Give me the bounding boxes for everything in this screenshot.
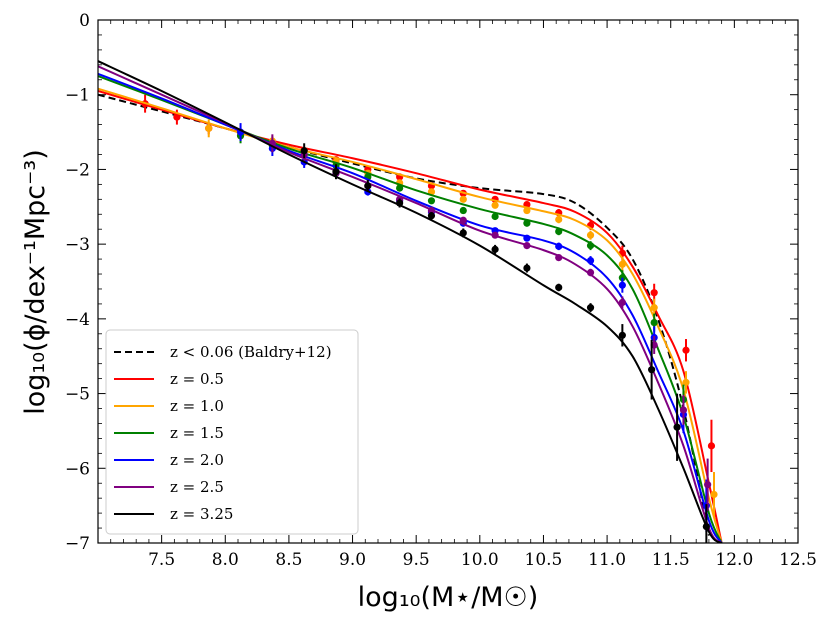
data-point [205, 124, 213, 132]
data-point [555, 253, 563, 262]
data-point [650, 318, 658, 327]
data-point [618, 260, 626, 268]
x-tick-label: 12.5 [779, 550, 817, 570]
data-point [586, 231, 595, 239]
series-5 [98, 60, 723, 543]
data-point [459, 206, 467, 215]
legend-label: z < 0.06 (Baldry+12) [170, 343, 332, 361]
legend-label: z = 1.0 [170, 397, 224, 415]
y-tick-label: −5 [65, 385, 90, 405]
x-tick-label: 8.5 [275, 550, 302, 570]
data-point [648, 366, 656, 374]
legend-label: z = 0.5 [170, 370, 224, 388]
x-tick-label: 11.5 [652, 550, 690, 570]
data-point [702, 522, 710, 531]
data-point [173, 113, 181, 121]
y-tick-label: −7 [65, 534, 90, 554]
data-point [586, 256, 595, 265]
x-tick-label: 12.0 [715, 550, 753, 570]
data-point [491, 245, 499, 253]
legend-box [105, 329, 359, 535]
series-layer [98, 60, 723, 543]
y-tick-label: −1 [65, 86, 90, 106]
data-point [707, 442, 716, 450]
data-point [555, 242, 563, 250]
x-tick-label: 8.0 [212, 550, 239, 570]
plot-frame [97, 19, 799, 544]
legend-label: z = 2.0 [170, 451, 224, 469]
data-point [673, 423, 681, 431]
x-tick-label: 11.0 [588, 550, 626, 570]
data-point [491, 212, 499, 221]
data-point [300, 147, 308, 155]
x-axis-label: log₁₀(M⋆/M☉) [358, 582, 539, 613]
data-point [704, 481, 712, 489]
data-point [364, 182, 372, 190]
y-tick-label: −2 [65, 160, 90, 180]
data-point [682, 378, 690, 386]
data-point [396, 184, 404, 192]
data-point [491, 201, 499, 209]
data-point [427, 206, 436, 215]
data-point [555, 227, 563, 236]
y-axis-label: log₁₀(ϕ/dex⁻¹Mpc⁻³) [20, 149, 51, 414]
data-point [650, 289, 658, 297]
data-point [650, 304, 658, 312]
data-point [586, 268, 595, 277]
data-point [427, 212, 436, 220]
legend-label: z = 3.25 [170, 505, 233, 523]
x-tick-label: 7.5 [148, 550, 175, 570]
data-point [679, 406, 688, 414]
data-point [459, 229, 467, 237]
data-point [523, 242, 531, 250]
data-point [555, 215, 563, 224]
series-curve [98, 60, 723, 543]
data-point [427, 197, 436, 205]
x-tick-label: 9.5 [403, 550, 430, 570]
y-tick-label: −3 [65, 235, 90, 255]
data-point [618, 331, 626, 339]
data-point [332, 168, 340, 176]
data-point [523, 219, 531, 227]
data-point [491, 231, 499, 239]
data-point [618, 281, 626, 289]
data-point [586, 242, 595, 250]
legend: z < 0.06 (Baldry+12) z = 0.5 z = 1.0 z = 1.… [105, 329, 359, 535]
y-tick-label: 0 [79, 11, 90, 31]
x-tick-label: 10.0 [461, 550, 499, 570]
legend-entries: z < 0.06 (Baldry+12) z = 0.5 z = 1.0 z = 1.… [114, 343, 332, 523]
data-point [459, 195, 467, 203]
y-axis-ticks: 0 −1 −2 −3 −4 −5 −6 −7 [65, 11, 798, 554]
data-point [523, 206, 531, 215]
data-point [710, 490, 718, 499]
data-point [618, 298, 626, 307]
x-axis-ticks: 7.5 8.0 8.5 9.0 9.5 10.0 10.5 11.0 11.5 12.0 12.5 [110, 20, 817, 570]
legend-label: z = 1.5 [170, 424, 224, 442]
legend-label: z = 2.5 [170, 478, 224, 496]
data-point [523, 234, 531, 242]
data-point [586, 304, 595, 312]
data-point [682, 346, 690, 354]
x-tick-label: 9.0 [339, 550, 366, 570]
x-tick-label: 10.5 [525, 550, 563, 570]
data-point [523, 264, 531, 272]
data-point [555, 283, 563, 292]
data-point [396, 199, 404, 207]
y-tick-label: −4 [65, 310, 90, 330]
data-point [459, 216, 467, 224]
y-tick-label: −6 [65, 459, 90, 479]
